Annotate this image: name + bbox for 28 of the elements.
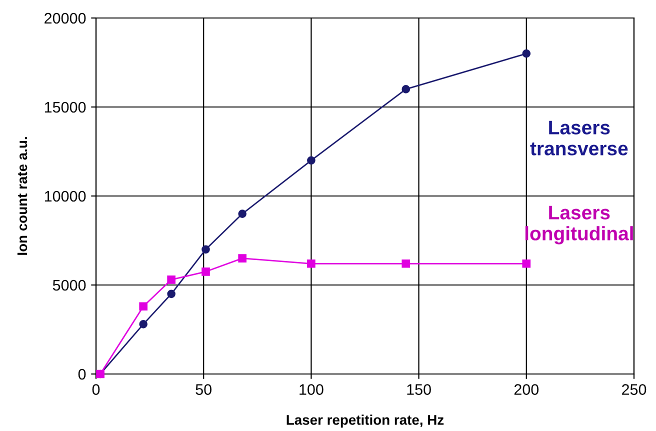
y-tick-label: 0 <box>78 368 86 380</box>
y-tick-label: 10000 <box>44 190 86 202</box>
x-tick-label: 0 <box>92 384 100 395</box>
x-tick-label: 250 <box>622 384 646 395</box>
x-tick-label: 100 <box>300 384 324 395</box>
x-tick-label: 150 <box>407 384 431 395</box>
point <box>202 245 210 254</box>
text: Lasers transverse <box>530 120 628 156</box>
point <box>139 302 148 311</box>
x-tick-label: 50 <box>196 384 212 395</box>
y-tick-label: 5000 <box>52 280 86 291</box>
y-tick-label: 20000 <box>44 12 86 24</box>
point <box>202 267 210 276</box>
point <box>522 49 531 58</box>
x-tick-label: 200 <box>514 384 539 395</box>
point <box>167 290 176 298</box>
point <box>522 259 531 268</box>
point <box>167 275 176 284</box>
x-axis-title: Laser repetition rate, Hz <box>286 414 444 428</box>
point <box>307 156 316 165</box>
point <box>238 210 247 218</box>
point <box>402 85 410 94</box>
point <box>402 259 410 268</box>
point <box>238 254 247 262</box>
point <box>307 259 316 268</box>
y-tick-label: 15000 <box>44 102 86 113</box>
y-axis-title: Ion count rate a.u. <box>17 137 28 255</box>
point <box>139 320 148 328</box>
